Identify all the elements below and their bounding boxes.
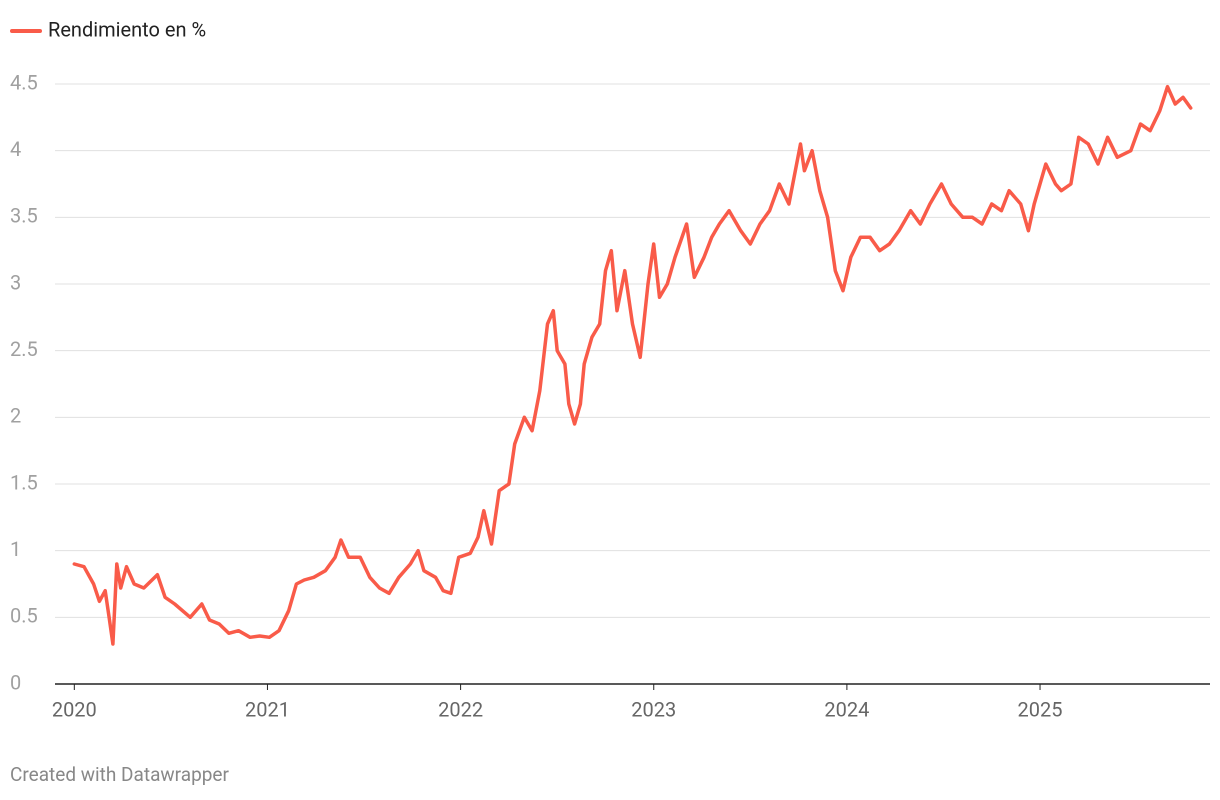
y-tick-label: 3.5 bbox=[10, 204, 38, 228]
y-tick-label: 2.5 bbox=[10, 337, 38, 361]
y-tick-label: 4.5 bbox=[10, 70, 38, 94]
x-tick-label: 2023 bbox=[631, 697, 676, 721]
footer: Created with Datawrapper bbox=[10, 763, 229, 786]
y-tick-label: 1.5 bbox=[10, 470, 38, 494]
y-tick-label: 4 bbox=[10, 137, 21, 161]
legend-label: Rendimiento en % bbox=[48, 17, 206, 41]
line bbox=[72, 84, 1193, 646]
x-tick-label: 2022 bbox=[438, 697, 483, 721]
x-tick-label: 2021 bbox=[245, 697, 290, 721]
y-tick-label: 0.5 bbox=[10, 604, 38, 628]
x-tick-label: 2024 bbox=[824, 697, 869, 721]
x-tick-label: 2025 bbox=[1018, 697, 1063, 721]
y-tick-label: 3 bbox=[10, 270, 21, 294]
y-tick-label: 1 bbox=[10, 537, 21, 561]
y-tick-label: 2 bbox=[10, 404, 21, 428]
y-tick-label: 0 bbox=[10, 670, 21, 694]
x-tick-label: 2020 bbox=[52, 697, 97, 721]
